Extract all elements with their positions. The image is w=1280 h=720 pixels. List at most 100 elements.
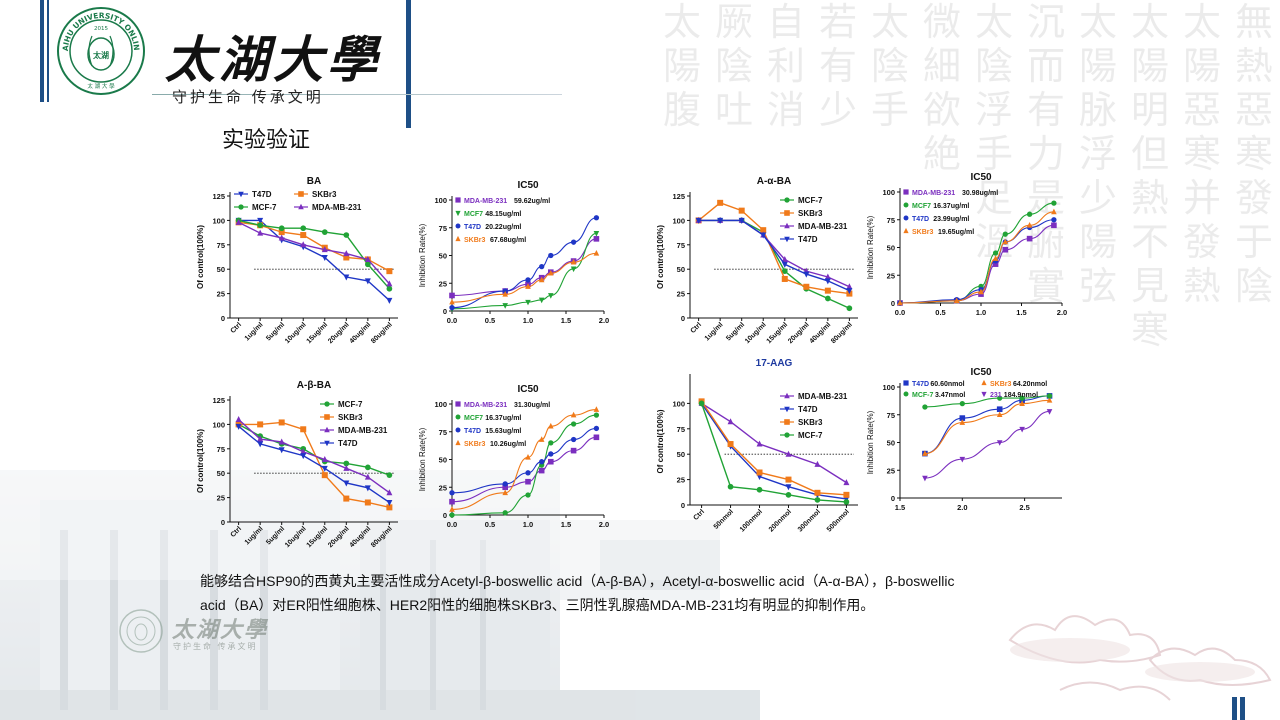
data-point xyxy=(897,299,903,306)
data-point xyxy=(593,434,600,441)
legend-label: SKBr3 xyxy=(912,229,934,236)
data-point xyxy=(455,235,461,242)
x-tick-label: 5ug/ml xyxy=(265,321,286,342)
chart-svg: IC50 0 25 50 75 100 Inhibition Rate(%) 0.0 0.5 1.… xyxy=(866,172,1067,317)
legend-label: MCF7 xyxy=(464,211,483,218)
data-point xyxy=(386,297,393,304)
data-point xyxy=(593,425,600,432)
y-tick-label: 100 xyxy=(672,216,685,225)
y-tick-label: 0 xyxy=(221,518,225,527)
data-point xyxy=(1046,393,1053,399)
data-point xyxy=(593,231,600,237)
legend-value: 10.26ug/ml xyxy=(490,441,526,448)
chart-legend: MDA-MB-231 59.62ug/ml MCF7 48.15ug/ml T47D… xyxy=(455,197,550,244)
data-point xyxy=(257,229,264,236)
data-point xyxy=(548,440,554,446)
x-tick-label: 40ug/ml xyxy=(349,525,373,549)
data-point xyxy=(300,426,307,433)
data-point xyxy=(343,232,350,238)
series-mda-mb-231 xyxy=(235,218,393,287)
series-line xyxy=(238,425,390,504)
y-tick-label: 0 xyxy=(891,494,895,503)
data-point xyxy=(760,227,767,234)
data-point xyxy=(992,250,999,256)
data-point xyxy=(538,467,545,474)
series-t47d xyxy=(695,217,853,295)
y-tick-label: 125 xyxy=(672,192,685,201)
data-point xyxy=(959,415,966,421)
legend-label: T47D xyxy=(464,224,481,231)
calligraphy-column: 太陽脉浮少陽弦 xyxy=(1078,0,1117,308)
data-point xyxy=(525,299,531,306)
data-point xyxy=(814,460,821,467)
school-motto: 守护生命 传承文明 xyxy=(172,88,324,106)
calligraphy-column: 微細欲絶 xyxy=(922,0,961,176)
data-point xyxy=(843,479,850,486)
data-point xyxy=(824,295,831,302)
data-point xyxy=(824,287,831,294)
data-point xyxy=(324,440,330,447)
series-mcf7 xyxy=(449,412,600,518)
data-point xyxy=(695,217,702,224)
data-point xyxy=(1051,222,1057,229)
y-tick-label: 25 xyxy=(887,466,895,475)
data-point xyxy=(824,273,831,280)
y-tick-label: 75 xyxy=(887,216,895,225)
y-tick-label: 25 xyxy=(677,476,685,485)
corner-accent-bars xyxy=(1232,697,1245,720)
x-tick-label: 1ug/ml xyxy=(244,525,265,546)
legend-label: T47D xyxy=(798,235,818,244)
data-point xyxy=(343,495,350,502)
data-point xyxy=(803,271,810,278)
data-point xyxy=(321,254,328,261)
y-tick-label: 0 xyxy=(681,314,685,323)
data-point xyxy=(278,438,285,445)
x-tick-label: 2.5 xyxy=(1019,503,1029,512)
x-tick-label: 1.5 xyxy=(561,316,571,325)
data-point xyxy=(324,401,330,407)
chart-title: IC50 xyxy=(970,172,992,183)
data-point xyxy=(386,504,393,511)
data-point xyxy=(548,269,554,276)
chart-ic50-ba: IC50 0 25 50 75 100 Inhibition Rate(%) 0.0 0.5 1.… xyxy=(412,168,612,333)
y-tick-label: 100 xyxy=(672,399,685,408)
chart-svg: IC50 0 25 50 75 100 Inhibition Rate(%) 0.0 0.5 1.… xyxy=(418,180,609,325)
fit-curve xyxy=(924,395,1050,455)
data-point xyxy=(846,283,853,290)
legend-label: MCF-7 xyxy=(798,431,823,440)
watermark-school-name: 太湖大學 xyxy=(172,617,269,643)
data-point xyxy=(570,266,577,273)
series-line xyxy=(700,403,847,503)
legend-value: 30.98ug/ml xyxy=(962,190,998,197)
y-axis-label: Inhibition Rate(%) xyxy=(866,410,875,474)
data-point xyxy=(846,305,853,312)
calligraphy-column: 若有少 xyxy=(818,0,857,132)
data-point xyxy=(449,305,455,311)
data-point xyxy=(978,288,984,295)
data-point xyxy=(364,473,371,480)
legend-value: 64.20nmol xyxy=(1013,381,1047,388)
series-line xyxy=(238,221,390,285)
y-tick-label: 75 xyxy=(439,224,447,233)
data-point xyxy=(502,484,508,491)
y-axis-label: Of control(100%) xyxy=(196,429,205,493)
y-tick-label: 0 xyxy=(443,511,447,520)
data-point xyxy=(321,456,328,463)
x-tick-label: 1.0 xyxy=(523,520,533,529)
data-point xyxy=(539,459,545,465)
chart-svg: IC50 0 25 50 75 100 Inhibition Rate(%) 1.5 2.0 2.… xyxy=(866,367,1062,512)
legend-value: 3.47nmol xyxy=(935,392,965,399)
legend-label: T47D xyxy=(338,439,358,448)
data-point xyxy=(298,191,304,197)
y-tick-label: 100 xyxy=(882,188,895,197)
y-tick-label: 75 xyxy=(887,411,895,420)
data-point xyxy=(570,436,577,443)
data-point xyxy=(570,239,577,245)
y-axis-label: Inhibition Rate(%) xyxy=(418,427,427,491)
y-tick-label: 50 xyxy=(217,265,225,274)
x-tick-label: 1.5 xyxy=(561,520,571,529)
series-skbr3 xyxy=(897,208,1057,306)
data-point xyxy=(455,401,461,407)
chart-ic50-a-beta-ba: IC50 0 25 50 75 100 Inhibition Rate(%) 0.0 0.5 1.… xyxy=(412,372,612,537)
legend-label: MCF-7 xyxy=(338,400,363,409)
